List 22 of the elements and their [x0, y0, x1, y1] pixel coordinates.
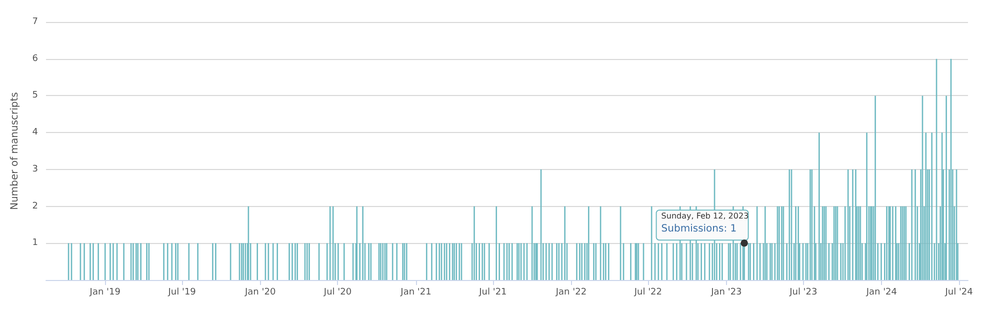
- annotation: Submissions: 1: [661, 224, 737, 235]
- y-tick-label: 3: [32, 164, 38, 174]
- x-tick-label: Jul '23: [788, 288, 818, 298]
- x-tick-label: Jan '19: [88, 288, 121, 298]
- y-tick-label: 2: [32, 201, 38, 212]
- x-tick-label: Jan '23: [710, 288, 742, 298]
- annotation: Sunday, Feb 12, 2023: [661, 212, 749, 221]
- x-tick-label: Jul '20: [322, 288, 352, 298]
- x-tick-label: Jul '21: [478, 288, 507, 298]
- y-tick-label: 7: [32, 17, 38, 27]
- y-tick-label: 5: [32, 90, 38, 101]
- y-tick-label: 1: [32, 238, 38, 248]
- x-tick-label: Jul '19: [167, 288, 196, 298]
- x-tick-label: Jan '20: [244, 288, 276, 298]
- x-tick-label: Jan '21: [400, 288, 432, 298]
- y-tick-label: 4: [32, 128, 38, 138]
- x-tick-label: Jan '22: [554, 288, 587, 298]
- y-axis-title: Number of manuscripts: [10, 92, 20, 210]
- y-tick-label: 6: [32, 54, 38, 64]
- x-tick-label: Jul '22: [633, 288, 662, 298]
- x-tick-label: Jul '24: [944, 288, 974, 298]
- x-tick-label: Jan '24: [865, 288, 898, 298]
